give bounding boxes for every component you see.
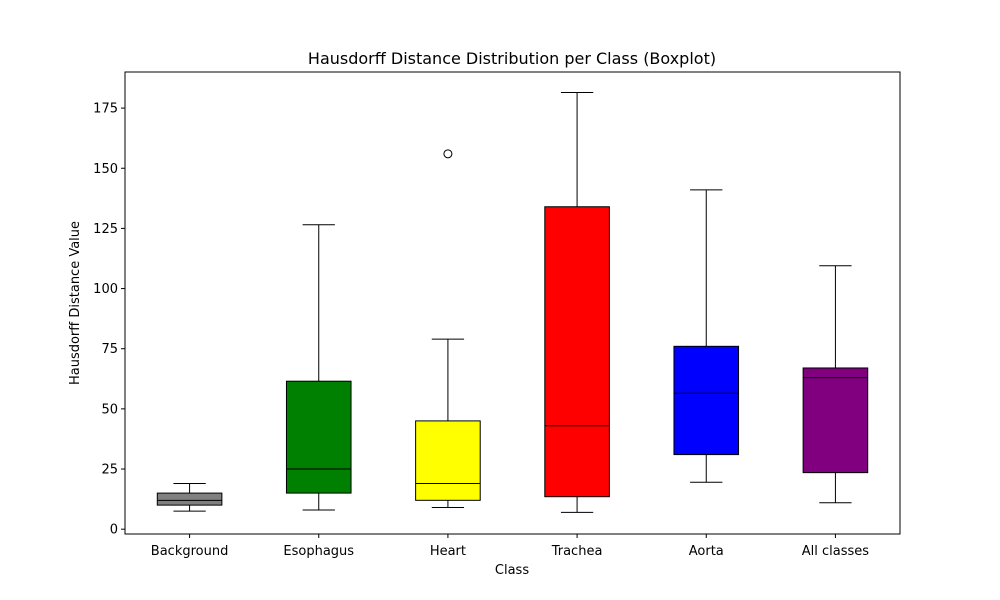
plot-area (124, 71, 901, 535)
y-tick-label: 100 (93, 282, 118, 297)
x-tick-label: All classes (802, 544, 870, 559)
box-group-esophagus (285, 224, 352, 511)
x-axis-label: Class (495, 563, 529, 578)
y-tick-label: 0 (110, 523, 118, 538)
y-tick-label: 150 (93, 162, 118, 177)
box-group-background (156, 482, 223, 512)
x-axis-ticks: Background Esophagus Heart Trachea Aorta All … (151, 534, 869, 559)
box-body (415, 420, 481, 501)
x-tick-label: Background (151, 544, 229, 559)
boxes-layer (156, 91, 869, 513)
chart-title: Hausdorff Distance Distribution per Clas… (308, 49, 716, 68)
y-tick-label: 125 (93, 222, 118, 237)
box-body (156, 492, 223, 506)
outlier-point (443, 149, 453, 159)
box-group-trachea (544, 91, 610, 513)
box-body (285, 380, 352, 494)
y-tick-label: 75 (101, 342, 118, 357)
y-tick-label: 175 (93, 102, 118, 117)
x-tick-label: Esophagus (283, 544, 354, 559)
x-tick-label: Trachea (551, 544, 603, 559)
y-axis-ticks: 0 25 50 75 100 125 150 175 (93, 102, 125, 538)
x-tick-label: Heart (430, 544, 466, 559)
box-group-heart (415, 149, 481, 509)
box-body (544, 206, 610, 498)
y-tick-label: 25 (101, 463, 118, 478)
y-axis-label: Hausdorff Distance Value (68, 221, 83, 385)
box-group-all-classes (802, 265, 869, 504)
box-body (673, 345, 740, 456)
box-group-aorta (673, 189, 740, 483)
box-body (802, 367, 869, 474)
x-tick-label: Aorta (689, 544, 724, 559)
y-tick-label: 50 (101, 402, 118, 417)
